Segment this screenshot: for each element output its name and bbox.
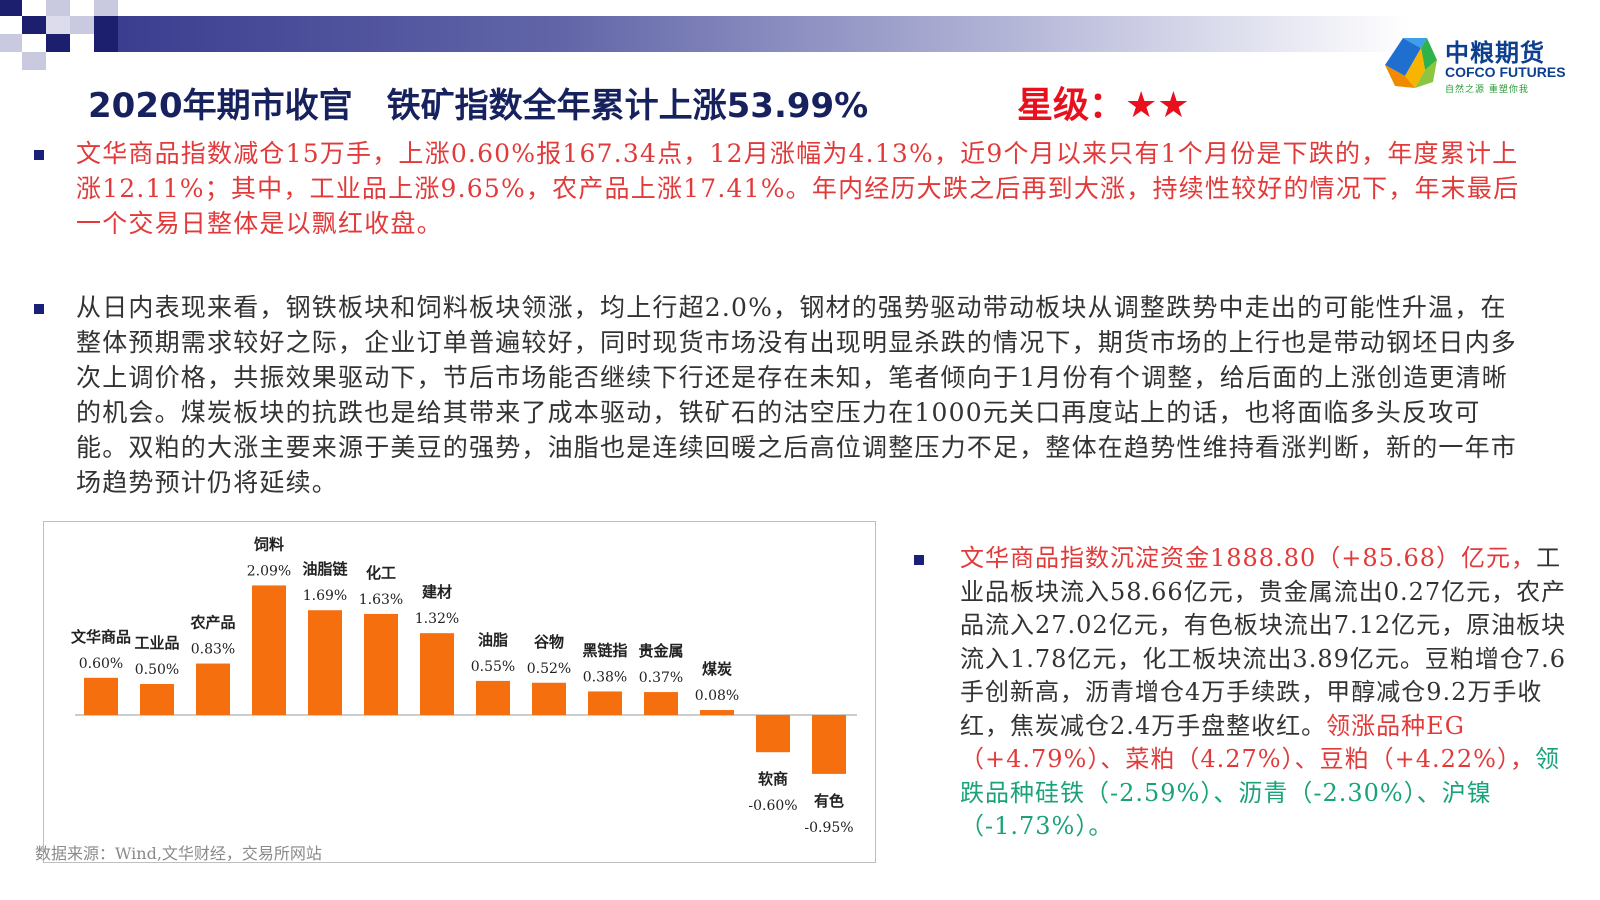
chart-value-label: 1.69%: [303, 588, 347, 604]
chart-category-label: 油脂: [478, 631, 508, 649]
chart-category-label: 文华商品: [71, 628, 131, 646]
chart-category-label: 软商: [758, 770, 788, 788]
data-source: 数据来源：Wind,文华财经，交易所网站: [35, 844, 322, 863]
paragraph-intraday-analysis: 从日内表现来看，钢铁板块和饲料板块领涨，均上行超2.0%，钢材的强势驱动带动板块…: [76, 293, 1518, 497]
deco-square: [22, 52, 46, 70]
deco-square: [22, 0, 46, 16]
chart-value-label: -0.95%: [804, 820, 853, 836]
top-losers-text: 领跌品种硅铁（-2.59%）、沥青（-2.30%）、沪镍（-1.73%）。: [960, 745, 1560, 840]
header-decoration: [0, 0, 1600, 70]
chart-category-label: 谷物: [534, 633, 564, 651]
chart-bar: [364, 613, 398, 715]
chart-category-label: 农产品: [189, 614, 235, 632]
chart-bar: [196, 663, 230, 715]
chart-bar: [812, 715, 846, 774]
chart-value-label: 0.37%: [639, 670, 683, 686]
chart-value-label: -0.60%: [748, 798, 797, 814]
logo-name-cn: 中粮期货: [1445, 39, 1545, 67]
chart-bar: [476, 680, 510, 715]
chart-category-label: 油脂链: [302, 560, 348, 578]
chart-value-label: 0.60%: [79, 656, 123, 672]
chart-value-label: 2.09%: [247, 563, 291, 579]
chart-bar: [644, 692, 678, 715]
chart-category-label: 有色: [814, 792, 844, 810]
paragraph-index-summary: 文华商品指数减仓15万手，上涨0.60%报167.34点，12月涨幅为4.13%…: [76, 139, 1520, 238]
chart-category-label: 黑链指: [582, 641, 627, 659]
bullet-icon: [914, 555, 924, 565]
chart-category-label: 饲料: [253, 535, 284, 553]
chart-bar: [84, 677, 118, 715]
paragraph-capital-flow: 文华商品指数沉淀资金1888.80（+85.68）亿元，工业品板块流入58.66…: [960, 542, 1570, 844]
chart-bar: [756, 715, 790, 753]
chart-bar: [588, 691, 622, 715]
chart-category-label: 工业品: [134, 634, 179, 652]
chart-bar: [700, 710, 734, 715]
chart-value-label: 1.32%: [415, 611, 459, 627]
deco-square: [70, 16, 94, 34]
chart-category-label: 建材: [422, 583, 452, 601]
chart-bar: [252, 585, 286, 715]
deco-square: [46, 34, 70, 52]
header-gradient-bar: [110, 16, 1410, 52]
chart-category-label: 煤炭: [702, 660, 732, 678]
deco-square: [46, 0, 70, 16]
chart-bar: [420, 633, 454, 715]
chart-bar: [140, 684, 174, 715]
sector-flow-text: 工业品板块流入58.66亿元，贵金属流出0.27亿元，农产品流入27.02亿元，…: [960, 544, 1567, 740]
chart-bar: [532, 682, 566, 715]
chart-frame: [43, 521, 876, 863]
chart-value-label: 0.08%: [695, 688, 739, 704]
deco-square: [0, 0, 22, 16]
logo-name-en: COFCO FUTURES: [1445, 64, 1566, 80]
deco-square: [94, 16, 118, 52]
page-title: 2020年期市收官 铁矿指数全年累计上涨53.99%: [88, 86, 869, 126]
chart-value-label: 0.50%: [135, 662, 179, 678]
chart-category-label: 化工: [366, 564, 396, 582]
bullet-icon: [34, 304, 44, 314]
deco-square: [0, 16, 22, 34]
deco-square: [22, 16, 46, 34]
chart-category-label: 贵金属: [638, 642, 683, 660]
bullet-icon: [34, 150, 44, 160]
top-gainers-text: 领涨品种EG（+4.79%）、菜粕（4.27%）、豆粕（+4.22%），: [960, 711, 1535, 774]
cofco-logo-icon: [1385, 38, 1437, 88]
sector-change-bar-chart: 文华商品 0.60% 工业品 0.50% 农产品 0.83% 饲料 2.09% 油脂链 1.69%…: [71, 535, 857, 836]
chart-value-label: 1.63%: [359, 592, 403, 608]
logo-slogan: 自然之源 重塑你我: [1445, 85, 1529, 95]
chart-value-label: 0.52%: [527, 661, 571, 677]
deco-square: [0, 34, 22, 52]
chart-value-label: 0.83%: [191, 642, 235, 658]
deco-square: [70, 0, 94, 16]
deco-square: [46, 16, 70, 34]
chart-value-label: 0.38%: [583, 669, 627, 685]
chart-value-label: 0.55%: [471, 659, 515, 675]
chart-bar: [308, 610, 342, 715]
star-rating: 星级：★★: [1017, 85, 1190, 126]
capital-total-text: 文华商品指数沉淀资金1888.80（+85.68）亿元，: [960, 544, 1537, 572]
deco-square: [94, 0, 118, 16]
